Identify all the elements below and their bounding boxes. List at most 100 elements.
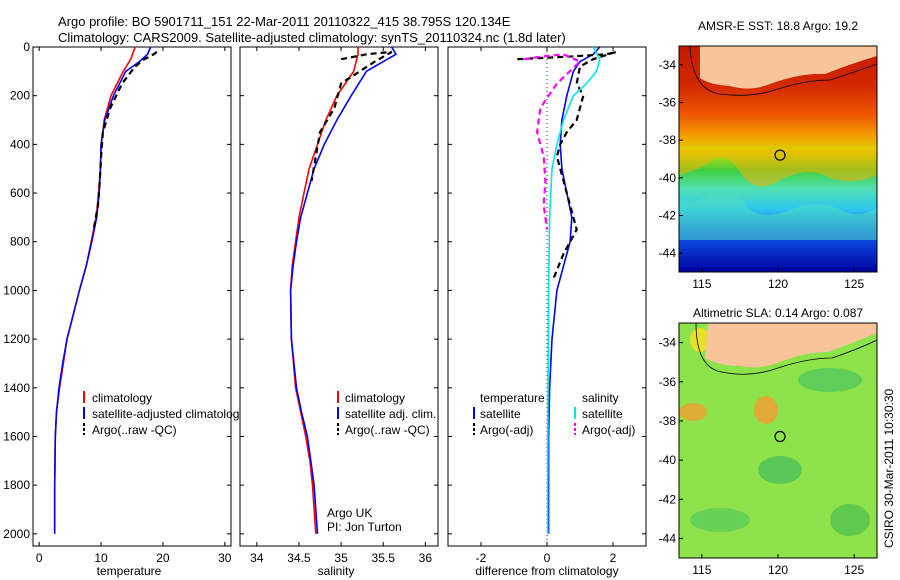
legend-label-satellite: satellite adj. clim. bbox=[345, 407, 436, 421]
x-tick-label: 0 bbox=[36, 551, 43, 565]
sst-cool-band bbox=[679, 187, 877, 240]
x-tick-label: 20 bbox=[156, 551, 170, 565]
sla-map-panel: Altimetric SLA: 0.14 Argo: 0.087 115 120 1… bbox=[659, 306, 878, 577]
y-tick-label: 1000 bbox=[3, 283, 30, 297]
y-tick-label: 0 bbox=[23, 40, 30, 54]
map-y-tick-label: -38 bbox=[659, 133, 677, 147]
sla-low-anomaly-1 bbox=[798, 368, 862, 392]
sla-high-anomaly-west bbox=[679, 403, 707, 421]
sst-argo-marker bbox=[774, 149, 786, 161]
map-y-tick-label: -38 bbox=[659, 414, 677, 428]
temperature-legend: climatology satellite-adjusted climatolo… bbox=[83, 391, 245, 437]
x-tick-label: -2 bbox=[476, 551, 487, 565]
x-tick-label: 35.5 bbox=[372, 551, 396, 565]
temperature-panel: 0 10 20 30 0 200 400 600 800 1000 1200 1400 1600 1800… bbox=[3, 40, 245, 578]
y-tick-label: 600 bbox=[10, 186, 30, 200]
x-tick-label: 10 bbox=[94, 551, 108, 565]
sla-land bbox=[705, 323, 877, 368]
temperature-xlabel: temperature bbox=[97, 564, 162, 578]
y-tick-label: 1400 bbox=[3, 381, 30, 395]
difference-series bbox=[517, 46, 617, 534]
x-tick-label: 34 bbox=[250, 551, 264, 565]
difference-panel: -2 0 2 difference from climatology tempera… bbox=[447, 46, 647, 578]
sla-shelf-contour bbox=[695, 323, 877, 375]
map-y-tick-label: -40 bbox=[659, 453, 677, 467]
legend-heading-temperature: temperature bbox=[480, 391, 545, 405]
sla-map-ticks: 115 120 125 -34 -36 -38 -40 -42 -44 bbox=[659, 336, 865, 577]
x-tick-label: 36 bbox=[419, 551, 433, 565]
x-tick-label: 30 bbox=[218, 551, 232, 565]
legend-label-climatology: climatology bbox=[345, 391, 405, 405]
salinity-axes-box bbox=[239, 46, 439, 547]
map-x-tick-label: 115 bbox=[692, 277, 711, 291]
credit-org: Argo UK bbox=[327, 506, 372, 520]
map-y-tick-label: -44 bbox=[659, 531, 677, 545]
legend-heading-salinity: salinity bbox=[582, 391, 619, 405]
difference-legend: temperature satellite Argo(-adj) salinit… bbox=[473, 391, 635, 437]
temperature-series bbox=[53, 46, 158, 534]
salinity-xlabel: salinity bbox=[318, 564, 355, 578]
sla-argo-marker bbox=[774, 430, 786, 443]
x-tick-label: 0 bbox=[544, 551, 551, 565]
x-tick-label: 34.5 bbox=[287, 551, 311, 565]
sst-map-panel: AMSR-E SST: 18.8 Argo: 19.2 115 120 125 -34… bbox=[659, 19, 878, 291]
sla-map-title: Altimetric SLA: 0.14 Argo: 0.087 bbox=[693, 306, 863, 320]
salinity-series bbox=[289, 46, 397, 534]
map-y-tick-label: -36 bbox=[659, 96, 677, 110]
series-line bbox=[92, 51, 158, 230]
temperature-axes-box bbox=[32, 46, 232, 547]
difference-ticks: -2 0 2 bbox=[448, 46, 646, 565]
y-tick-label: 400 bbox=[10, 137, 30, 151]
sla-low-anomaly-2 bbox=[758, 456, 802, 484]
x-tick-label: 2 bbox=[610, 551, 617, 565]
legend-label-argo: Argo(..raw -QC) bbox=[92, 423, 177, 437]
legend-label-sal-argo: Argo(-adj) bbox=[582, 423, 635, 437]
legend-label-argo: Argo(..raw -QC) bbox=[345, 423, 430, 437]
map-x-tick-label: 120 bbox=[768, 277, 788, 291]
map-y-tick-label: -34 bbox=[659, 58, 677, 72]
map-y-tick-label: -34 bbox=[659, 336, 677, 350]
map-y-tick-label: -44 bbox=[659, 246, 677, 260]
sla-low-anomaly-3 bbox=[690, 508, 750, 532]
x-tick-label: 35 bbox=[334, 551, 348, 565]
sst-land bbox=[700, 46, 877, 89]
map-x-tick-label: 125 bbox=[844, 563, 864, 577]
salinity-panel: 34 34.5 35 35.5 36 salinity climatology sate… bbox=[239, 46, 439, 578]
credit-pi: PI: Jon Turton bbox=[327, 520, 402, 534]
sst-map-title: AMSR-E SST: 18.8 Argo: 19.2 bbox=[698, 19, 858, 33]
legend-label-temp-satellite: satellite bbox=[480, 407, 521, 421]
sla-yellow-patch bbox=[690, 328, 710, 352]
sst-map-ticks: 115 120 125 -34 -36 -38 -40 -42 -44 bbox=[659, 58, 865, 291]
map-y-tick-label: -40 bbox=[659, 171, 677, 185]
map-y-tick-label: -36 bbox=[659, 375, 677, 389]
legend-label-temp-argo: Argo(-adj) bbox=[480, 423, 533, 437]
y-tick-label: 200 bbox=[10, 89, 30, 103]
map-y-tick-label: -42 bbox=[659, 209, 677, 223]
legend-label-sal-satellite: satellite bbox=[582, 407, 623, 421]
temperature-ticks: 0 10 20 30 0 200 400 600 800 1000 1200 1400 1600 1800… bbox=[3, 40, 232, 565]
y-tick-label: 2000 bbox=[3, 527, 30, 541]
series-line bbox=[53, 46, 152, 534]
sla-low-anomaly-4 bbox=[830, 504, 870, 536]
series-line bbox=[289, 47, 359, 534]
salinity-legend: climatology satellite adj. clim. Argo(..… bbox=[337, 391, 436, 437]
series-line bbox=[310, 50, 393, 182]
map-x-tick-label: 125 bbox=[844, 277, 864, 291]
sla-high-anomaly-center bbox=[754, 396, 778, 424]
map-y-tick-label: -42 bbox=[659, 492, 677, 506]
map-x-tick-label: 120 bbox=[768, 563, 788, 577]
map-x-tick-label: 115 bbox=[692, 563, 711, 577]
legend-label-satellite: satellite-adjusted climatology bbox=[92, 407, 245, 421]
y-tick-label: 1200 bbox=[3, 332, 30, 346]
y-tick-label: 1800 bbox=[3, 478, 30, 492]
csiro-timestamp: CSIRO 30-Mar-2011 10:30:30 bbox=[882, 388, 896, 548]
figure-title-line2: Climatology: CARS2009. Satellite-adjuste… bbox=[58, 30, 566, 45]
sst-warm-tongue bbox=[679, 150, 877, 187]
figure-title-line1: Argo profile: BO 5901711_151 22-Mar-2011… bbox=[58, 14, 511, 29]
series-line bbox=[517, 50, 617, 279]
series-line bbox=[289, 46, 397, 534]
sst-shelf-contour bbox=[689, 46, 877, 96]
series-line bbox=[523, 53, 582, 230]
y-tick-label: 1600 bbox=[3, 429, 30, 443]
